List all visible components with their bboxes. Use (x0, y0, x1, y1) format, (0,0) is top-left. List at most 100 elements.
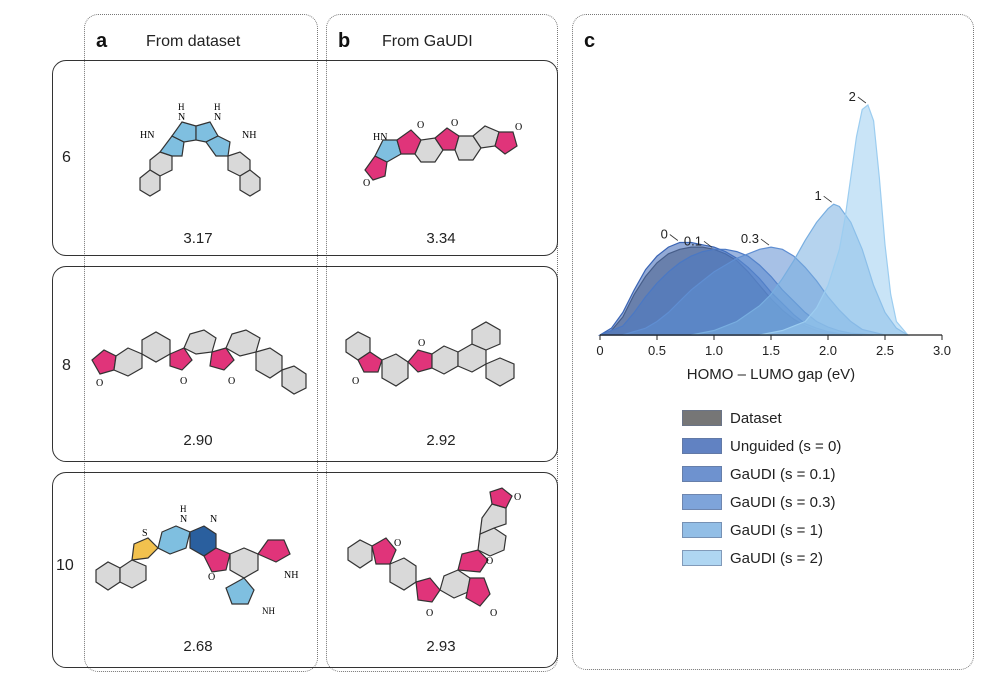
row-box-6 (52, 60, 558, 256)
atom-label: H (214, 102, 221, 112)
ring-furan-2 (169, 347, 193, 371)
ring-furan-5 (465, 577, 491, 607)
molecule-row6-dataset: HN H N H N NH (139, 102, 261, 197)
series-group (597, 104, 910, 336)
peak-label-leader-3 (760, 238, 770, 246)
row-box-8 (52, 266, 558, 462)
ring-benzene-3 (439, 569, 471, 599)
atom-label: O (451, 118, 458, 129)
atom-label: O (363, 178, 370, 189)
row-6-gaudi-value: 3.34 (426, 230, 456, 247)
legend-item: GaUDI (s = 2) (682, 548, 823, 568)
x-tick-label-1: 0.5 (648, 343, 666, 358)
atom-label: H (180, 504, 187, 514)
panel-c-frame (572, 14, 974, 670)
molecule-row10-gaudi: O O O O O (347, 487, 521, 619)
ring-benzene-2 (141, 331, 171, 363)
ring-pyrrole-2 (225, 577, 255, 605)
atom-label: O (514, 492, 521, 503)
x-tick-label-4: 2.0 (819, 343, 837, 358)
row-label-8: 8 (62, 357, 71, 374)
series-area-5 (759, 104, 910, 336)
ring-furan-3 (457, 549, 489, 573)
row-6-dataset-value: 3.17 (183, 230, 213, 247)
ring-thiophene (131, 537, 159, 561)
panel-a-letter: a (96, 30, 108, 52)
legend-swatch (682, 550, 722, 566)
legend-item: Unguided (s = 0) (682, 436, 841, 456)
atom-label: O (486, 556, 493, 567)
ring-benzene-left-lower (139, 169, 161, 197)
atom-label: O (426, 608, 433, 619)
ring-benzene-right-lower (239, 169, 261, 197)
x-axis-label: HOMO – LUMO gap (eV) (687, 366, 855, 383)
atom-label: HN (373, 132, 387, 143)
ring-furan-3 (434, 127, 460, 151)
atom-label: O (352, 376, 359, 387)
ring-furan-1 (203, 547, 231, 573)
ring-pyrrole-4 (205, 135, 231, 157)
ring-furan-1 (357, 351, 383, 373)
molecule-row8-dataset: O O O (91, 329, 307, 395)
x-tick-label-5: 2.5 (876, 343, 894, 358)
ring-benzene-6 (485, 357, 515, 387)
peak-label-leader-1 (669, 234, 679, 241)
ring-benzene-1 (347, 539, 373, 569)
atom-label: N (180, 514, 187, 525)
ring-furan-2 (257, 539, 291, 563)
row-10-dataset-value: 2.68 (183, 638, 213, 655)
molecule-row10-dataset: S H N N O NH NH (95, 504, 298, 616)
panel-c-letter: c (584, 30, 596, 52)
ring-furan-3 (209, 347, 235, 371)
peak-label-leader-4 (823, 195, 832, 203)
molecule-row8-gaudi: O O (345, 321, 515, 387)
x-tick-label-0: 0 (596, 343, 603, 358)
legend-swatch (682, 466, 722, 482)
atom-label: O (228, 376, 235, 387)
peak-labels-group: 0 0.1 0.3 1 2 (661, 89, 867, 248)
ring-furan-2 (415, 577, 441, 603)
ring-furan-1 (364, 155, 388, 181)
legend-label: GaUDI (s = 1) (730, 521, 823, 539)
legend-item: GaUDI (s = 1) (682, 520, 823, 540)
legend-item: GaUDI (s = 0.1) (682, 464, 835, 484)
x-tick-label-3: 1.5 (762, 343, 780, 358)
atom-label: O (490, 608, 497, 619)
molecule-row6-gaudi: HN O O O O (363, 118, 522, 189)
ring-benzene-1 (113, 347, 143, 377)
row-box-10 (52, 472, 558, 668)
legend-item: GaUDI (s = 0.3) (682, 492, 835, 512)
peak-label-leader-5 (857, 96, 867, 104)
legend-swatch (682, 494, 722, 510)
row-label-6: 6 (62, 149, 71, 166)
legend-item: Dataset (682, 408, 782, 428)
atom-label: O (180, 376, 187, 387)
atom-label: H (178, 102, 185, 112)
panel-b-title: From GaUDI (382, 33, 473, 50)
peak-label-1: 0 (661, 227, 668, 242)
peak-label-2: 0.1 (684, 233, 702, 248)
ring-furan-2 (407, 349, 433, 373)
atom-label: N (214, 112, 221, 123)
ring-benzene-3 (229, 547, 259, 579)
ring-benzene-1 (95, 561, 121, 591)
ring-benzene-3 (225, 329, 261, 357)
panel-a-frame (84, 14, 318, 672)
atom-label: HN (140, 130, 154, 141)
ring-pyrrole-1 (159, 135, 185, 157)
row-10-gaudi-value: 2.93 (426, 638, 456, 655)
ring-benzene-3 (472, 125, 500, 149)
atom-label: N (178, 112, 185, 123)
panel-a-title: From dataset (146, 33, 241, 50)
atom-label: NH (262, 606, 275, 616)
atom-label: NH (242, 130, 256, 141)
legend-swatch (682, 410, 722, 426)
ring-furan-2 (396, 129, 422, 155)
ring-benzene-2 (381, 353, 409, 387)
x-tick-label-6: 3.0 (933, 343, 951, 358)
homo-lumo-density-chart: 0 0.1 0.3 1 2 0 0.5 1.0 1.5 2.0 2.5 3.0 HOMO – LUM… (596, 89, 951, 383)
legend-label: GaUDI (s = 2) (730, 549, 823, 567)
peak-label-5: 2 (849, 89, 856, 104)
ring-benzene-5 (471, 321, 501, 351)
ring-benzene-4 (255, 347, 283, 379)
